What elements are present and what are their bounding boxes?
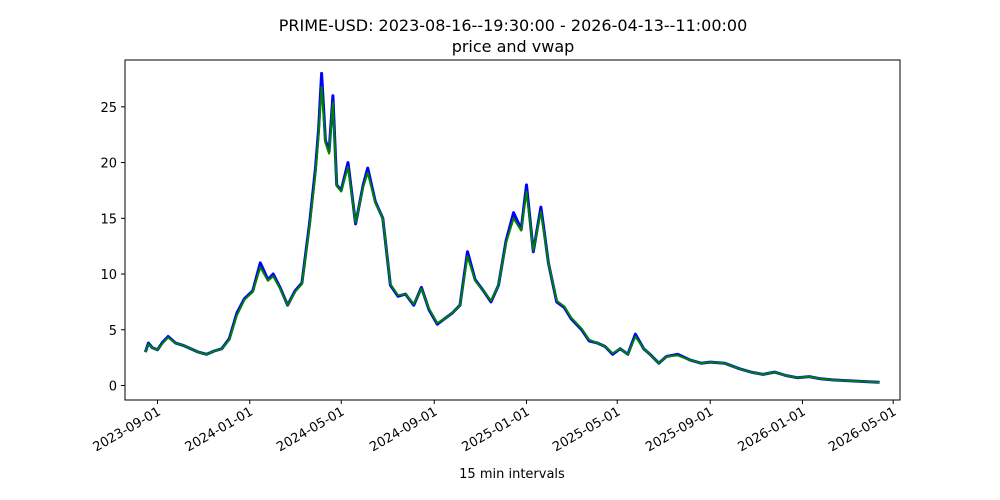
x-tick-label: 2026-01-01: [736, 404, 809, 455]
y-tick-label: 10: [100, 268, 117, 283]
y-tick-label: 20: [100, 157, 117, 172]
y-tick-label: 15: [100, 212, 117, 227]
x-tick-label: 2023-09-01: [91, 404, 164, 455]
x-tick-label: 2024-01-01: [183, 404, 256, 455]
x-tick-label: 2026-05-01: [826, 404, 899, 455]
y-tick-label: 0: [109, 380, 117, 395]
y-tick-label: 5: [109, 324, 117, 339]
vwap-line: [144, 85, 880, 384]
plot-series: [143, 71, 880, 384]
x-axis-label: 15 min intervals: [459, 467, 565, 482]
x-tick-label: 2025-05-01: [550, 404, 623, 455]
x-tick-label: 2024-05-01: [274, 404, 347, 455]
x-axis: 2023-09-01 2024-01-01 2024-05-01 2024-09-01…: [91, 400, 899, 455]
plot-frame: [124, 59, 901, 401]
chart-title: PRIME-USD: 2023-08-16--19:30:00 - 2026-0…: [279, 16, 748, 35]
chart-subtitle: price and vwap: [452, 37, 575, 56]
price-line: [143, 71, 880, 384]
x-tick-label: 2025-01-01: [460, 404, 533, 455]
x-tick-label: 2025-09-01: [643, 404, 716, 455]
y-axis: 0 5 10 15 20 25: [100, 101, 125, 395]
y-tick-label: 25: [100, 101, 117, 116]
x-tick-label: 2024-09-01: [367, 404, 440, 455]
